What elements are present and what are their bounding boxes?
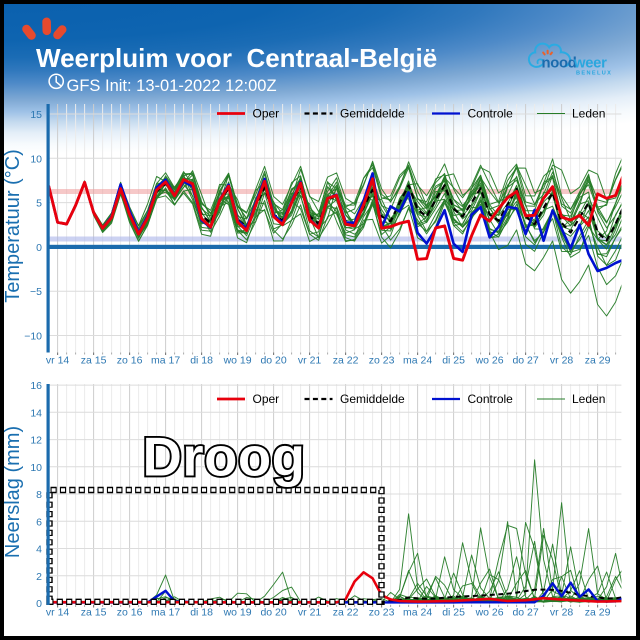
svg-text:za 29: za 29 <box>585 607 611 619</box>
svg-text:vr 21: vr 21 <box>298 607 322 619</box>
svg-text:wo 19: wo 19 <box>223 607 252 619</box>
svg-text:Gemiddelde: Gemiddelde <box>340 392 405 406</box>
svg-text:15: 15 <box>30 109 42 121</box>
svg-text:Temperatuur (°C): Temperatuur (°C) <box>4 149 24 303</box>
svg-text:za 29: za 29 <box>585 355 611 367</box>
svg-text:zo 23: zo 23 <box>369 607 395 619</box>
svg-text:ma 17: ma 17 <box>151 607 180 619</box>
svg-text:vr 14: vr 14 <box>46 607 70 619</box>
svg-text:Leden: Leden <box>572 107 605 121</box>
svg-text:za 22: za 22 <box>333 355 359 367</box>
svg-text:Gemiddelde: Gemiddelde <box>340 107 405 121</box>
svg-text:Neerslag (mm): Neerslag (mm) <box>4 426 24 558</box>
svg-text:12: 12 <box>30 435 42 447</box>
svg-text:Droog: Droog <box>143 427 306 488</box>
svg-text:Controle: Controle <box>468 392 514 406</box>
svg-text:8: 8 <box>36 489 42 501</box>
svg-text:−5: −5 <box>30 286 42 298</box>
svg-text:6: 6 <box>36 516 42 528</box>
svg-text:10: 10 <box>30 462 42 474</box>
svg-text:nood: nood <box>542 56 577 72</box>
svg-text:di 25: di 25 <box>442 355 465 367</box>
svg-text:za 22: za 22 <box>333 607 359 619</box>
svg-text:zo 16: zo 16 <box>117 607 143 619</box>
svg-text:Leden: Leden <box>572 392 605 406</box>
svg-text:Controle: Controle <box>468 107 514 121</box>
svg-text:za 15: za 15 <box>81 355 107 367</box>
svg-text:wo 19: wo 19 <box>223 355 252 367</box>
svg-text:di 25: di 25 <box>442 607 465 619</box>
svg-text:4: 4 <box>36 544 42 556</box>
svg-text:za 15: za 15 <box>81 607 107 619</box>
svg-text:ma 24: ma 24 <box>403 607 432 619</box>
svg-text:vr 28: vr 28 <box>550 355 574 367</box>
svg-text:16: 16 <box>30 380 42 392</box>
svg-text:do 20: do 20 <box>260 607 286 619</box>
svg-text:do 27: do 27 <box>512 355 538 367</box>
svg-text:10: 10 <box>30 153 42 165</box>
svg-text:do 27: do 27 <box>512 607 538 619</box>
svg-text:Oper: Oper <box>253 107 280 121</box>
svg-text:Oper: Oper <box>253 392 280 406</box>
svg-text:do 20: do 20 <box>260 355 286 367</box>
svg-text:vr 21: vr 21 <box>298 355 322 367</box>
svg-text:wo 26: wo 26 <box>475 355 504 367</box>
svg-text:BENELUX: BENELUX <box>576 71 612 77</box>
svg-text:5: 5 <box>36 198 42 210</box>
svg-text:zo 16: zo 16 <box>117 355 143 367</box>
svg-text:vr 28: vr 28 <box>550 607 574 619</box>
svg-text:0: 0 <box>36 242 42 254</box>
svg-text:ma 17: ma 17 <box>151 355 180 367</box>
svg-text:0: 0 <box>36 598 42 610</box>
svg-text:14: 14 <box>30 407 42 419</box>
svg-text:weer: weer <box>573 56 607 72</box>
svg-text:di 18: di 18 <box>190 607 213 619</box>
svg-text:wo 26: wo 26 <box>475 607 504 619</box>
svg-text:zo 23: zo 23 <box>369 355 395 367</box>
svg-text:−10: −10 <box>24 331 42 343</box>
svg-text:2: 2 <box>36 571 42 583</box>
svg-text:di 18: di 18 <box>190 355 213 367</box>
svg-text:vr 14: vr 14 <box>46 355 70 367</box>
svg-text:ma 24: ma 24 <box>403 355 432 367</box>
